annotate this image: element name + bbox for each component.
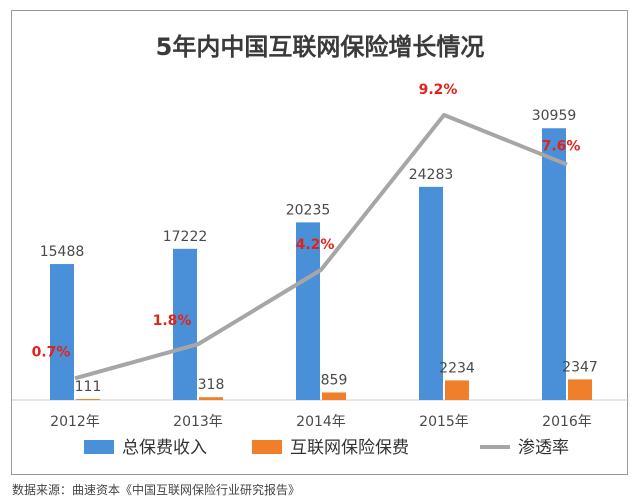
bar-internet-1 bbox=[199, 397, 223, 400]
data-label-total-0: 15488 bbox=[40, 244, 85, 260]
legend-label-2: 渗透率 bbox=[518, 438, 569, 458]
rate-label-0: 0.7% bbox=[32, 344, 71, 360]
bar-total-2 bbox=[296, 222, 320, 400]
data-label-total-3: 24283 bbox=[409, 167, 454, 183]
rate-label-1: 1.8% bbox=[153, 313, 192, 329]
x-tick-label-3: 2015年 bbox=[419, 414, 469, 430]
data-label-internet-0: 111 bbox=[75, 379, 102, 395]
chart-frame: 5年内中国互联网保险增长情况 15488 111 2012年 17222 318 2013年… bbox=[11, 10, 629, 475]
data-label-total-1: 17222 bbox=[163, 229, 208, 245]
rate-label-3: 9.2% bbox=[419, 82, 458, 98]
data-label-internet-1: 318 bbox=[198, 377, 225, 393]
data-label-total-2: 20235 bbox=[286, 202, 331, 218]
legend-label-0: 总保费收入 bbox=[122, 438, 207, 458]
data-label-total-4: 30959 bbox=[532, 108, 577, 124]
x-tick-label-4: 2016年 bbox=[542, 414, 592, 430]
chart-canvas: 5年内中国互联网保险增长情况 15488 111 2012年 17222 318 2013年… bbox=[12, 33, 629, 458]
legend-swatch-1 bbox=[252, 440, 282, 454]
data-label-internet-2: 859 bbox=[321, 372, 348, 388]
legend-label-1: 互联网保险保费 bbox=[290, 438, 409, 458]
x-tick-label-0: 2012年 bbox=[50, 414, 100, 430]
bar-internet-3 bbox=[445, 380, 469, 400]
source-note: 数据来源：曲速资本《中国互联网保险行业研究报告》 bbox=[12, 483, 301, 497]
data-label-internet-3: 2234 bbox=[439, 360, 475, 376]
legend-swatch-0 bbox=[84, 440, 114, 454]
x-tick-label-1: 2013年 bbox=[173, 414, 223, 430]
bar-total-4 bbox=[542, 128, 566, 400]
rate-label-2: 4.2% bbox=[296, 237, 335, 253]
bar-total-1 bbox=[173, 248, 197, 400]
rate-label-4: 7.6% bbox=[542, 139, 581, 155]
x-tick-label-2: 2014年 bbox=[296, 414, 346, 430]
bar-internet-0 bbox=[76, 399, 100, 401]
data-label-internet-4: 2347 bbox=[562, 359, 598, 375]
chart-title: 5年内中国互联网保险增长情况 bbox=[156, 33, 485, 61]
bar-internet-4 bbox=[568, 379, 592, 400]
bar-total-3 bbox=[419, 186, 443, 400]
bar-total-0 bbox=[50, 264, 74, 400]
bar-internet-2 bbox=[322, 392, 346, 400]
